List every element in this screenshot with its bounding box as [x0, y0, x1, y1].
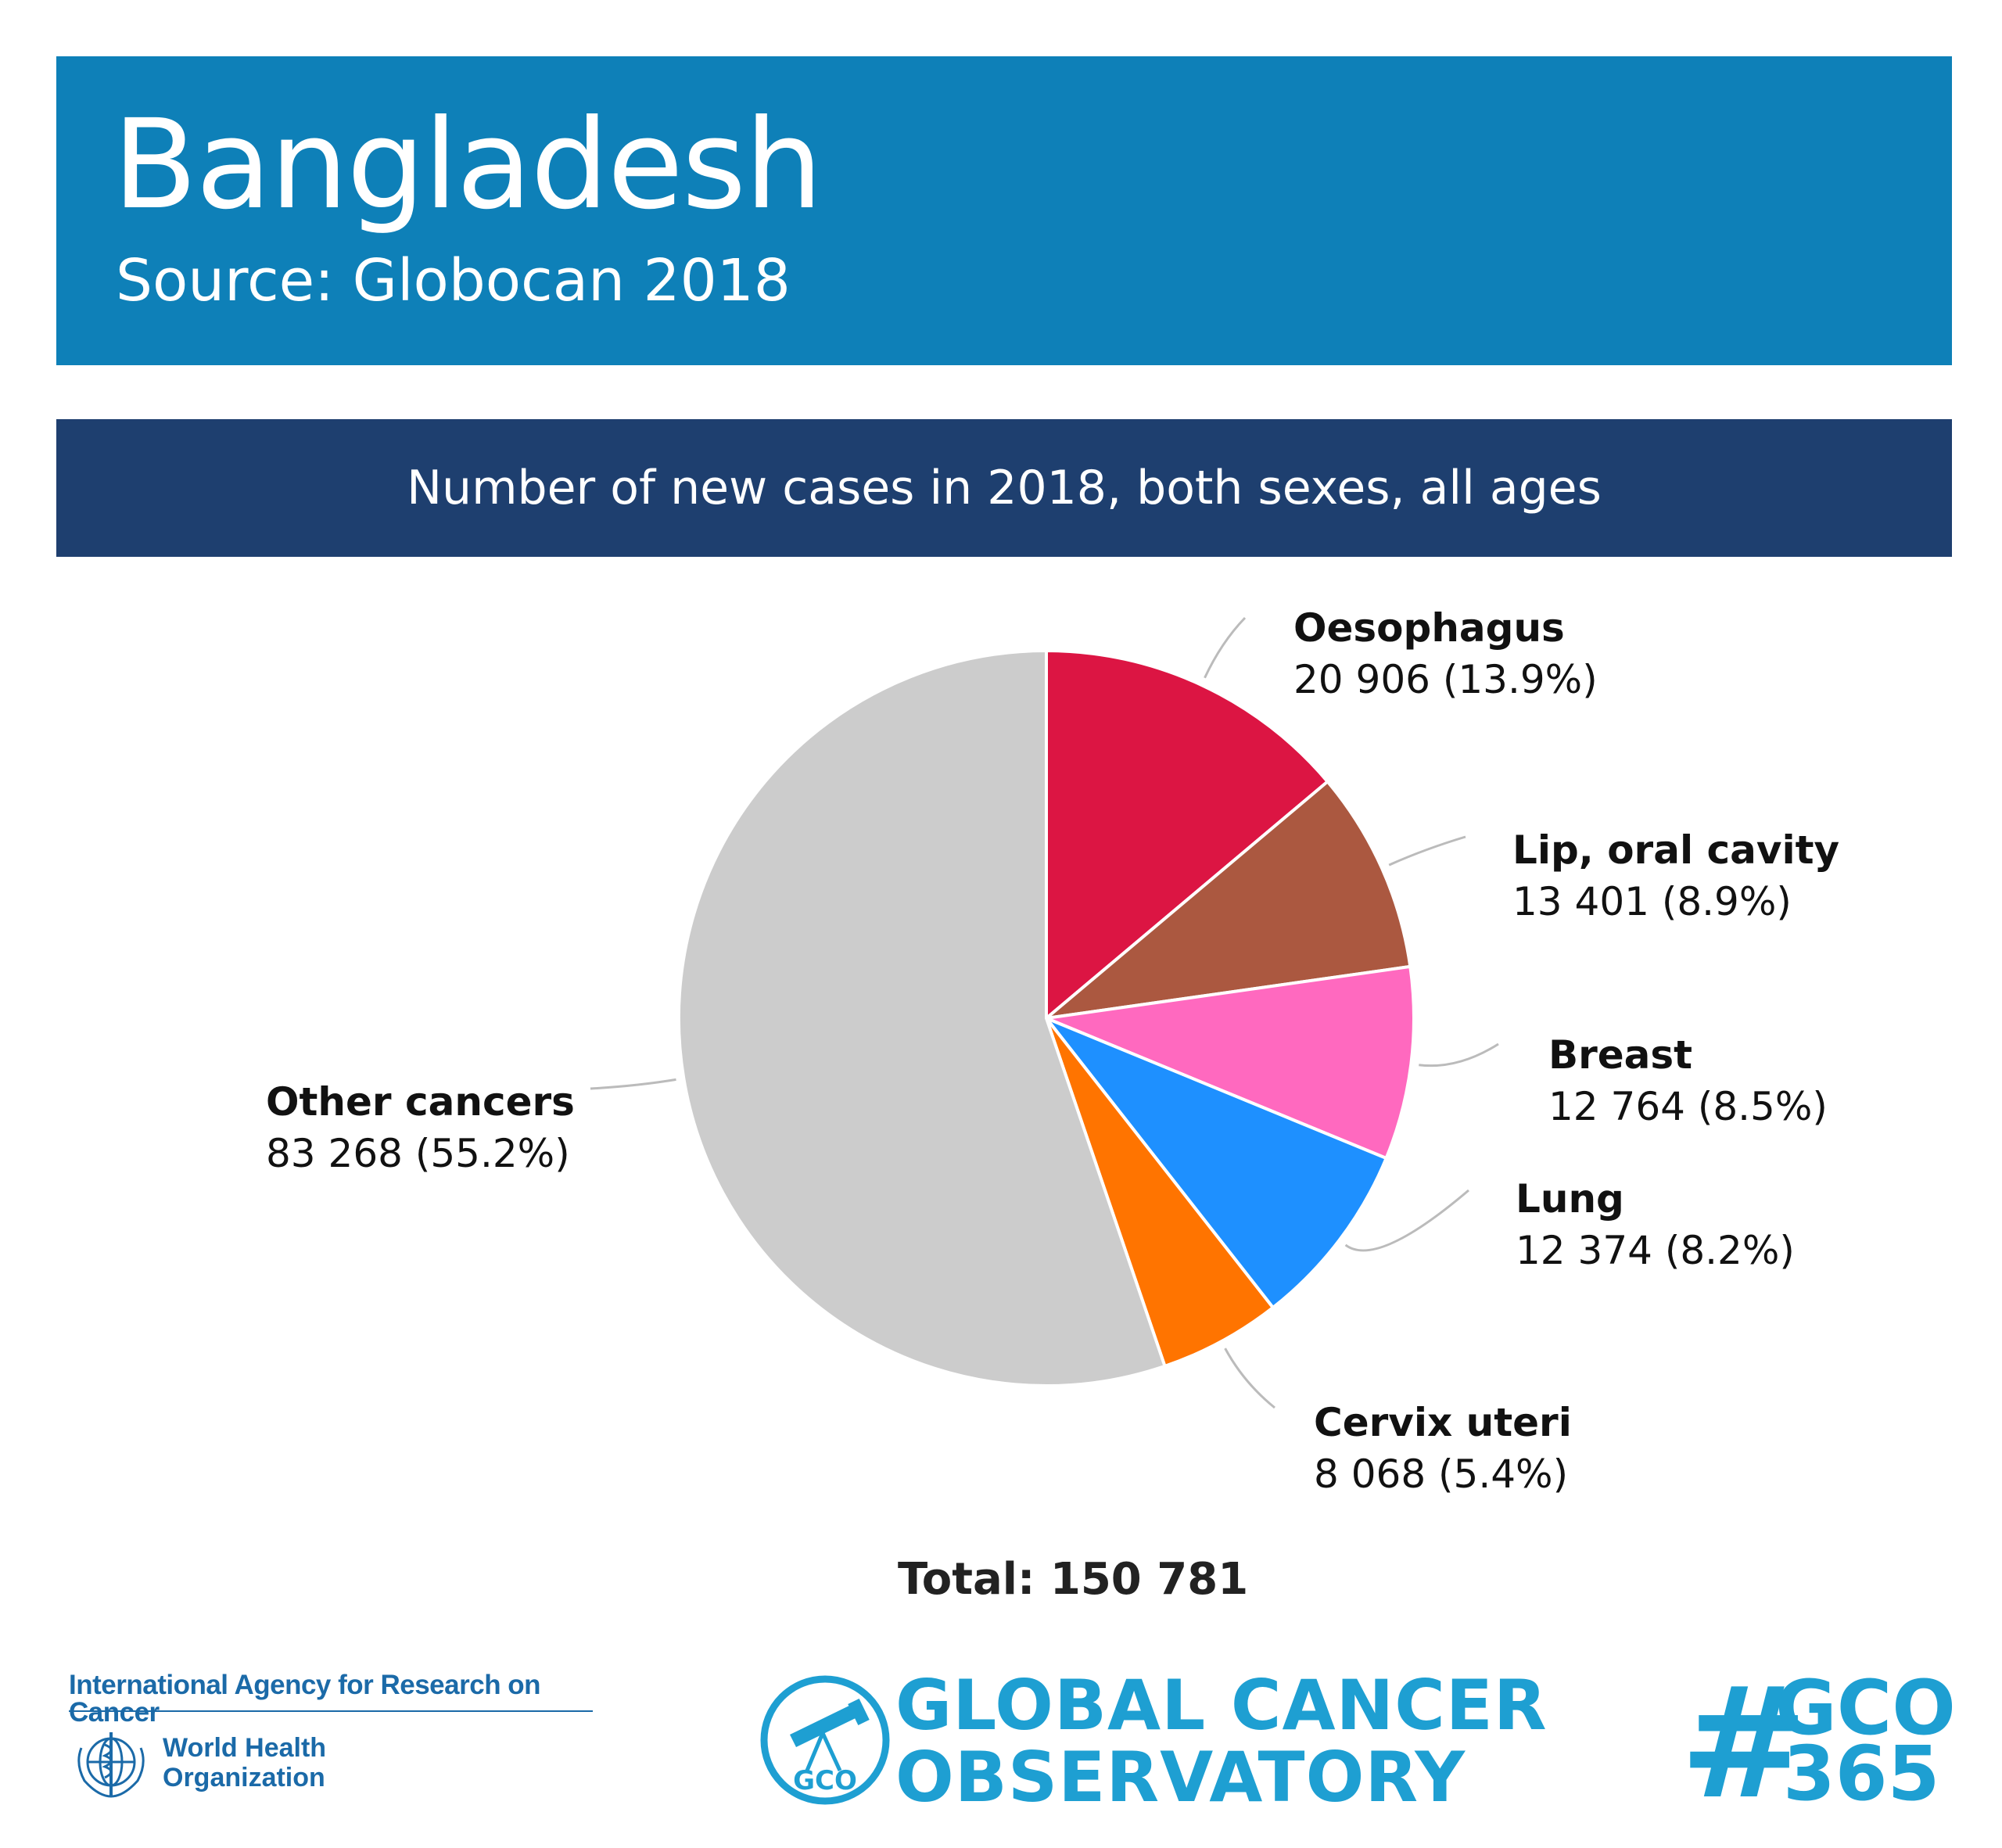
slice-value: 12 764 (8.5%)	[1548, 1084, 1828, 1129]
iarc-logo-text: International Agency for Research on Can…	[69, 1670, 541, 1728]
who-line-1: World Health	[163, 1733, 327, 1763]
hashtag-symbol: #	[1680, 1655, 1809, 1833]
slice-name: Lung	[1516, 1176, 1624, 1222]
slice-name: Lip, oral cavity	[1512, 827, 1840, 873]
gco-badge-text: GCO	[793, 1765, 857, 1796]
slice-name: Oesophagus	[1293, 605, 1565, 651]
who-line-2: Organization	[163, 1763, 325, 1792]
chart-title: Number of new cases in 2018, both sexes,…	[407, 461, 1602, 515]
slice-value: 12 374 (8.2%)	[1516, 1228, 1795, 1273]
source-text: Source: Globocan 2018	[116, 247, 791, 314]
who-logo-text: World Health Organization	[163, 1733, 326, 1792]
leader-line	[1419, 1042, 1499, 1068]
hashtag-line-1: GCO	[1775, 1664, 1956, 1752]
leader-line	[1344, 1189, 1469, 1252]
gco-telescope-icon: GCO	[760, 1675, 890, 1805]
slice-label-breast: Breast 12 764 (8.5%)	[1548, 1035, 1828, 1126]
leader-line	[1224, 1347, 1275, 1409]
leader-line	[590, 1078, 676, 1090]
slice-value: 13 401 (8.9%)	[1512, 879, 1792, 924]
pie-slice-other-cancers	[676, 648, 1168, 1387]
iarc-divider	[69, 1710, 593, 1712]
pie-slice-cervix-uteri	[1045, 1017, 1275, 1369]
header-banner: Bangladesh Source: Globocan 2018	[56, 56, 1952, 365]
hashtag-line-2: 365	[1783, 1730, 1940, 1817]
leader-line	[1388, 835, 1466, 867]
slice-value: 83 268 (55.2%)	[266, 1131, 570, 1176]
who-emblem-icon	[77, 1732, 145, 1798]
slice-label-oesophagus: Oesophagus 20 906 (13.9%)	[1293, 608, 1598, 699]
chart-title-band: Number of new cases in 2018, both sexes,…	[56, 419, 1952, 557]
slice-label-lung: Lung 12 374 (8.2%)	[1516, 1179, 1795, 1270]
slice-value: 20 906 (13.9%)	[1293, 657, 1598, 702]
total-label: Total: 150 781	[898, 1554, 1249, 1605]
slice-name: Other cancers	[266, 1079, 575, 1125]
slice-value: 8 068 (5.4%)	[1314, 1451, 1569, 1497]
pie-slice-oesophagus	[1045, 648, 1330, 1022]
leader-line	[1204, 616, 1247, 679]
slice-label-lip-oral-cavity: Lip, oral cavity 13 401 (8.9%)	[1512, 831, 1839, 921]
pie-slice-breast	[1040, 964, 1415, 1161]
slice-label-other-cancers: Other cancers 83 268 (55.2%)	[266, 1082, 575, 1173]
slice-name: Cervix uteri	[1314, 1400, 1572, 1445]
slice-name: Breast	[1548, 1032, 1693, 1078]
pie-slice-lip-oral-cavity	[1041, 779, 1412, 1021]
gco-line-2: OBSERVATORY	[895, 1737, 1466, 1817]
gco-line-1: GLOBAL CANCER	[895, 1665, 1548, 1746]
pie-slice-lung	[1041, 1014, 1389, 1310]
gco-wordmark: GLOBAL CANCER OBSERVATORY	[895, 1670, 1548, 1814]
slice-label-cervix-uteri: Cervix uteri 8 068 (5.4%)	[1314, 1403, 1572, 1494]
page-title: Bangladesh	[113, 93, 823, 237]
